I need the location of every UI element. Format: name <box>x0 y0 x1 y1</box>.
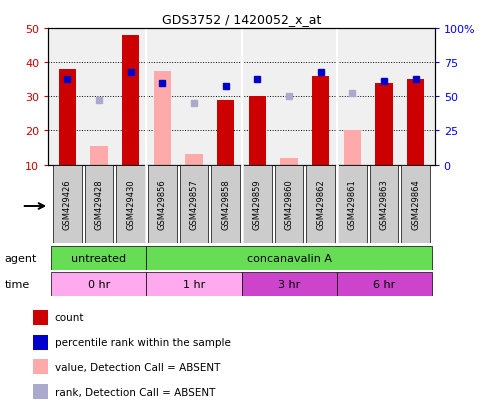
Text: GSM429859: GSM429859 <box>253 179 262 230</box>
Bar <box>243 165 271 244</box>
Bar <box>337 272 431 296</box>
Bar <box>90 147 108 165</box>
Bar <box>85 165 113 244</box>
Bar <box>146 247 431 271</box>
Bar <box>33 335 48 350</box>
Bar <box>212 165 240 244</box>
Bar <box>343 131 361 165</box>
Title: GDS3752 / 1420052_x_at: GDS3752 / 1420052_x_at <box>162 13 321 26</box>
Bar <box>53 165 82 244</box>
Bar <box>52 247 146 271</box>
Text: agent: agent <box>5 254 37 263</box>
Text: GSM429857: GSM429857 <box>189 179 199 230</box>
Bar <box>217 100 234 165</box>
Text: GSM429861: GSM429861 <box>348 179 357 230</box>
Bar <box>306 165 335 244</box>
Bar <box>122 36 140 165</box>
Text: GSM429860: GSM429860 <box>284 179 294 230</box>
Bar <box>280 158 298 165</box>
Text: 1 hr: 1 hr <box>183 279 205 289</box>
Text: rank, Detection Call = ABSENT: rank, Detection Call = ABSENT <box>55 387 215 396</box>
Text: 0 hr: 0 hr <box>88 279 110 289</box>
Bar <box>154 71 171 165</box>
Text: GSM429864: GSM429864 <box>411 179 420 230</box>
Bar <box>180 165 208 244</box>
Bar <box>33 384 48 399</box>
Bar <box>370 165 398 244</box>
Text: percentile rank within the sample: percentile rank within the sample <box>55 337 230 347</box>
Text: GSM429858: GSM429858 <box>221 179 230 230</box>
Bar <box>52 272 146 296</box>
Bar <box>148 165 177 244</box>
Text: 3 hr: 3 hr <box>278 279 300 289</box>
Text: GSM429430: GSM429430 <box>126 179 135 230</box>
Bar <box>185 155 203 165</box>
Bar <box>275 165 303 244</box>
Text: GSM429863: GSM429863 <box>380 179 388 230</box>
Bar <box>401 165 430 244</box>
Bar <box>122 73 140 165</box>
Text: time: time <box>5 279 30 289</box>
Bar <box>338 165 367 244</box>
Bar <box>33 359 48 375</box>
Bar <box>249 97 266 165</box>
Text: GSM429856: GSM429856 <box>158 179 167 230</box>
Bar <box>375 83 393 165</box>
Text: untreated: untreated <box>71 254 127 263</box>
Bar <box>58 70 76 165</box>
Bar <box>116 165 145 244</box>
Text: concanavalin A: concanavalin A <box>246 254 331 263</box>
Text: GSM429426: GSM429426 <box>63 179 72 230</box>
Text: GSM429428: GSM429428 <box>95 179 103 230</box>
Text: GSM429862: GSM429862 <box>316 179 325 230</box>
Bar <box>242 272 337 296</box>
Text: value, Detection Call = ABSENT: value, Detection Call = ABSENT <box>55 362 220 372</box>
Text: count: count <box>55 313 84 323</box>
Bar <box>146 272 242 296</box>
Text: 6 hr: 6 hr <box>373 279 395 289</box>
Bar <box>312 76 329 165</box>
Bar <box>33 310 48 325</box>
Bar <box>407 80 425 165</box>
